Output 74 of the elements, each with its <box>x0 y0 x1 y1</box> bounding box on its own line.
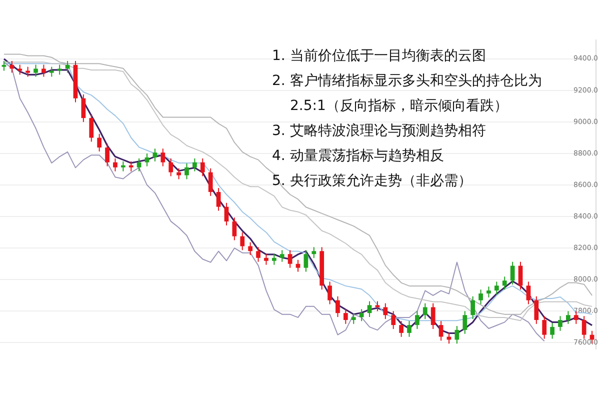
candlestick <box>454 325 460 344</box>
candlestick <box>184 162 189 180</box>
candlestick <box>97 133 102 152</box>
candlestick <box>256 246 260 262</box>
candlestick <box>407 320 412 338</box>
annotation: 3. 艾略特波浪理论与预测趋势相符 <box>272 122 487 141</box>
candlestick <box>89 114 94 142</box>
candlestick <box>34 64 38 78</box>
candlestick <box>328 281 332 305</box>
candlestick <box>399 320 404 338</box>
candlestick <box>391 310 396 330</box>
candlestick <box>518 261 523 290</box>
candlestick <box>534 296 539 324</box>
candlestick <box>42 64 46 78</box>
annotation: 2. 客户情绪指标显示多头和空头的持仓比为2.5:1（反向指标，暗示倾向看跌） <box>272 72 543 116</box>
candlestick <box>383 302 388 320</box>
candlestick <box>462 310 468 334</box>
candlestick <box>208 168 213 196</box>
candlestick <box>168 158 174 177</box>
candlestick <box>200 158 205 177</box>
candlestick <box>430 302 436 330</box>
candlestick <box>152 148 158 162</box>
candlestick <box>264 253 268 266</box>
candlestick <box>144 153 150 167</box>
candlestick <box>105 143 110 167</box>
annotation: 5. 央行政策允许走势（非必需） <box>272 172 473 191</box>
candlestick <box>502 276 507 290</box>
candlestick <box>312 246 316 259</box>
candlestick <box>248 242 253 256</box>
candlestick <box>280 250 284 262</box>
candlestick <box>113 158 118 172</box>
candlestick <box>566 310 570 324</box>
candlestick <box>2 60 6 72</box>
candlestick <box>49 66 54 78</box>
candlestick <box>550 322 554 340</box>
candlestick <box>438 320 444 342</box>
candlestick <box>526 281 531 305</box>
candlestick <box>510 261 515 286</box>
candlestick <box>367 300 372 318</box>
candlestick <box>582 316 586 340</box>
candlestick <box>558 316 562 332</box>
candlestick <box>18 64 22 76</box>
candlestick <box>136 158 142 172</box>
candlestick <box>81 94 86 122</box>
candlestick <box>10 60 14 74</box>
candlestick <box>224 202 229 226</box>
candlestick <box>478 289 483 305</box>
candlestick <box>128 160 134 172</box>
candlestick <box>422 302 428 320</box>
candlestick <box>240 232 245 251</box>
candlestick <box>336 296 340 318</box>
annotation: 1. 当前价位低于一目均衡表的云图 <box>272 47 487 66</box>
candlestick <box>470 296 476 320</box>
candlestick <box>160 148 166 167</box>
candlestick <box>304 250 308 272</box>
candlestick <box>232 217 237 241</box>
candlestick <box>57 64 62 76</box>
candlestick <box>494 281 499 295</box>
candlestick <box>415 310 420 330</box>
candlestick <box>216 188 221 212</box>
candlestick <box>192 158 197 172</box>
candlestick <box>120 160 126 172</box>
candlestick <box>351 312 356 324</box>
candlestick <box>272 253 276 266</box>
candlestick <box>446 332 452 344</box>
candlestick <box>288 250 292 268</box>
candlestick <box>296 259 300 272</box>
candlestick <box>343 308 348 324</box>
candlestick <box>359 308 364 322</box>
annotation: 4. 动量震荡指标与趋势相反 <box>272 147 445 166</box>
candlestick <box>176 168 181 180</box>
candlestick <box>542 316 547 340</box>
candlestick <box>26 66 30 78</box>
candlestick <box>486 286 491 298</box>
